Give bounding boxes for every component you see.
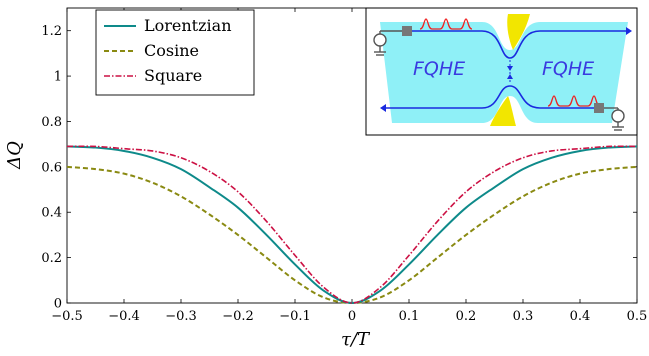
x-tick-label: −0.3: [165, 309, 197, 324]
x-tick-label: 0.2: [456, 309, 477, 324]
legend-label-square: Square: [144, 66, 202, 85]
y-tick-label: 1: [54, 70, 62, 85]
fqhe-label-right: FQHE: [542, 58, 594, 80]
y-tick-label: 0.6: [41, 160, 62, 175]
legend-label-cosine: Cosine: [144, 41, 199, 60]
x-tick-label: 0: [348, 309, 356, 324]
x-tick-label: −0.2: [222, 309, 254, 324]
series-cosine-line: [66, 165, 638, 305]
fqhe-label-left: FQHE: [413, 58, 465, 80]
x-tick-label: 0.5: [627, 309, 648, 324]
upper-pulse-train: [419, 18, 473, 30]
x-tick-label: 0.1: [399, 309, 420, 324]
x-axis-label: τ/T: [341, 329, 371, 350]
x-tick-label: 0.4: [570, 309, 591, 324]
series-lorentzian-line: [66, 145, 638, 305]
y-tick-label: 0: [54, 297, 62, 312]
lower-pulse-train: [547, 95, 601, 107]
upper-source-circle: [373, 33, 387, 47]
lower-edge-channel: [386, 85, 604, 109]
lower-voltage-source: [594, 103, 625, 131]
inset-diagram: FQHE FQHE: [365, 7, 638, 136]
y-axis-label: ΔQ: [4, 141, 25, 170]
series-layer: [66, 145, 638, 305]
y-tick-label: 0.2: [41, 251, 62, 266]
x-tick-label: 0.3: [513, 309, 534, 324]
x-tick-label: −0.5: [51, 309, 83, 324]
y-tick-label: 0.4: [41, 206, 62, 221]
series-square-line: [66, 145, 638, 304]
upper-edge-arrow: [626, 27, 632, 35]
lower-contact: [594, 103, 604, 113]
upper-voltage-source: [373, 26, 412, 56]
lower-edge-arrow: [380, 104, 386, 112]
upper-edge-channel: [412, 30, 626, 59]
x-tick-label: −0.1: [279, 309, 311, 324]
lower-gate: [490, 96, 516, 126]
upper-gate: [507, 14, 530, 50]
tunneling-arrow-down: [507, 66, 513, 71]
legend-label-lorentzian: Lorentzian: [144, 16, 232, 35]
lower-source-circle: [611, 109, 625, 123]
y-tick-label: 0.8: [41, 115, 62, 130]
tunneling-arrow-up: [507, 74, 513, 79]
legend-box: [95, 9, 255, 96]
x-tick-label: −0.4: [108, 309, 140, 324]
y-tick-label: 1.2: [41, 24, 62, 39]
upper-contact: [402, 26, 412, 36]
legend: Lorentzian Cosine Square: [95, 9, 255, 96]
hall-bar: [380, 22, 628, 123]
